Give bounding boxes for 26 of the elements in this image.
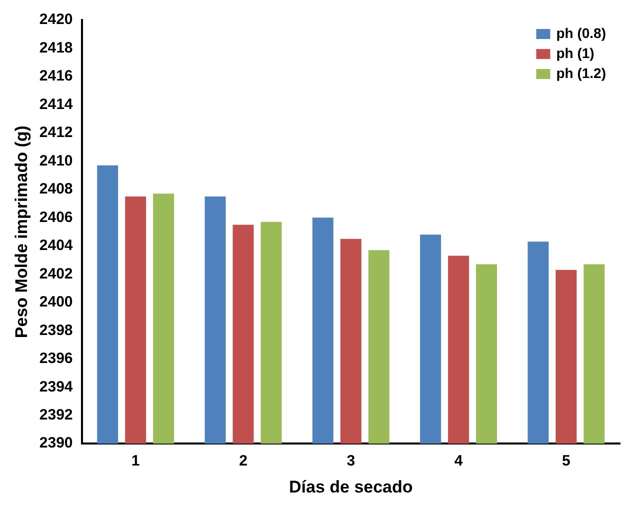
y-axis-title: Peso Molde imprimado (g) (12, 126, 31, 338)
x-tick-label: 4 (454, 452, 464, 470)
legend-label: ph (1.2) (556, 64, 606, 81)
x-tick-label: 5 (562, 452, 570, 470)
y-tick-label: 2408 (39, 180, 73, 198)
y-tick-label: 2392 (39, 406, 73, 424)
x-tick-label: 1 (131, 452, 140, 470)
y-tick-label: 2414 (39, 96, 74, 113)
y-tick-label: 2394 (39, 378, 74, 396)
y-tick-label: 2416 (39, 68, 73, 85)
y-tick-label: 2400 (39, 294, 73, 311)
y-tick-label: 2396 (39, 350, 73, 368)
x-axis-title: Días de secado (288, 477, 413, 496)
y-tick-label: 2404 (39, 237, 74, 254)
y-tick-label: 2402 (39, 265, 73, 282)
y-tick-label: 2406 (39, 208, 73, 226)
x-tick-label: 2 (239, 452, 248, 470)
y-tick-label: 2412 (39, 124, 73, 142)
legend-label: ph (1) (556, 44, 594, 61)
y-tick-label: 2418 (39, 39, 73, 56)
legend-label: ph (0.8) (556, 24, 606, 41)
y-tick-label: 2420 (39, 11, 73, 28)
y-tick-label: 2390 (39, 434, 73, 452)
x-tick-label: 3 (346, 452, 356, 470)
y-tick-label: 2398 (39, 322, 73, 339)
y-tick-label: 2410 (39, 152, 73, 170)
